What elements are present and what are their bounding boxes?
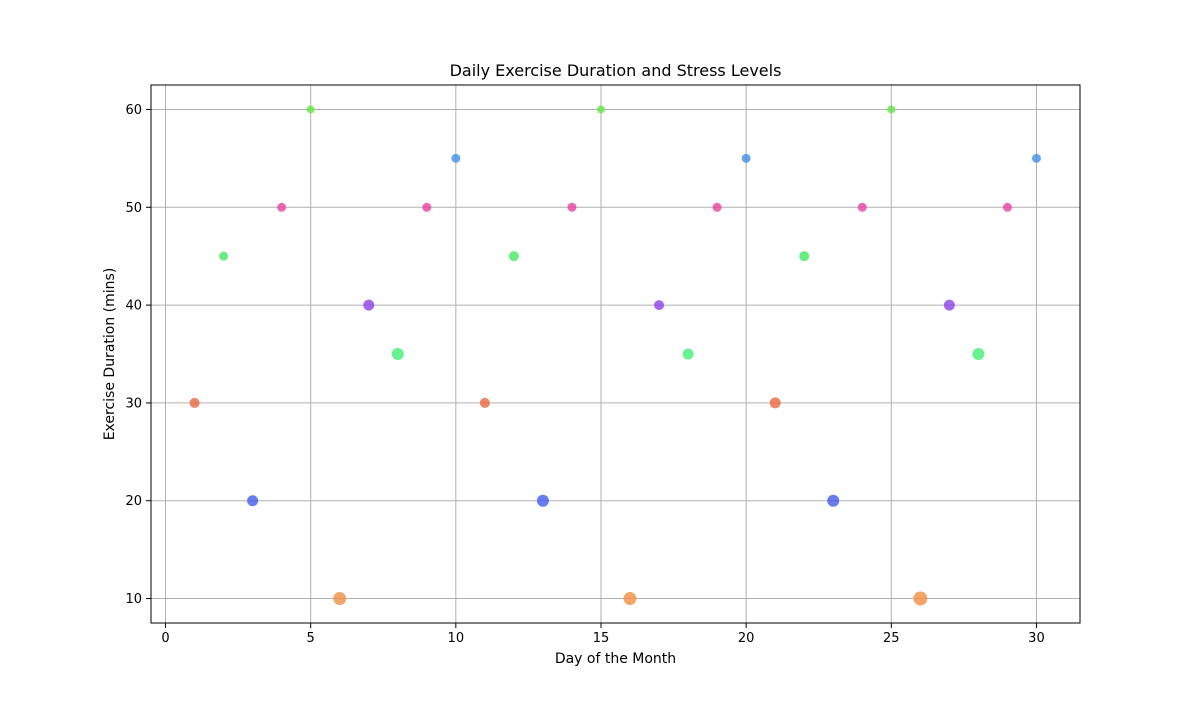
scatter-point [1031,153,1041,163]
scatter-point [1002,202,1012,212]
y-tick-label: 60 [125,103,142,118]
y-tick-label: 40 [125,299,142,314]
scatter-point [363,299,375,311]
scatter-point [277,202,287,212]
scatter-point [189,397,200,408]
y-tick-label: 20 [125,494,142,509]
scatter-point [536,494,549,507]
scatter-point [479,397,490,408]
scatter-point [712,202,722,212]
scatter-point [654,300,665,311]
scatter-point [682,348,694,360]
scatter-point [306,105,315,114]
scatter-point [769,397,781,409]
x-axis-label: Day of the Month [555,651,676,667]
scatter-point [451,153,461,163]
scatter-point [887,105,896,114]
scatter-point [391,348,404,360]
scatter-point [913,591,928,606]
scatter-point [741,153,751,163]
x-tick-label: 0 [161,631,169,646]
scatter-point [333,592,347,606]
scatter-point [799,251,810,262]
scatter-point [943,299,955,311]
x-tick-label: 10 [448,631,465,646]
chart-title: Daily Exercise Duration and Stress Level… [450,61,782,80]
scatter-point [219,251,229,261]
y-tick-label: 10 [125,592,142,607]
y-axis-label: Exercise Duration (mins) [102,268,118,441]
y-tick-label: 50 [125,201,142,216]
x-tick-label: 5 [307,631,315,646]
scatter-point [508,251,519,262]
scatter-point [247,495,259,507]
scatter-points [189,105,1041,606]
scatter-point [972,348,985,360]
scatter-point [827,494,840,507]
scatter-point [857,202,867,212]
x-tick-label: 30 [1028,631,1045,646]
scatter-point [567,202,577,212]
y-tick-label: 30 [125,396,142,411]
axis-ticks: 0 5 10 15 20 25 30 10 20 30 40 50 60 [125,103,1044,646]
plot-frame [150,84,1081,624]
scatter-point [596,105,605,114]
scatter-point [623,592,637,606]
scatter-point [422,202,432,212]
x-tick-label: 15 [593,631,610,646]
x-tick-label: 20 [738,631,755,646]
x-tick-label: 25 [883,631,900,646]
grid [151,85,1080,623]
